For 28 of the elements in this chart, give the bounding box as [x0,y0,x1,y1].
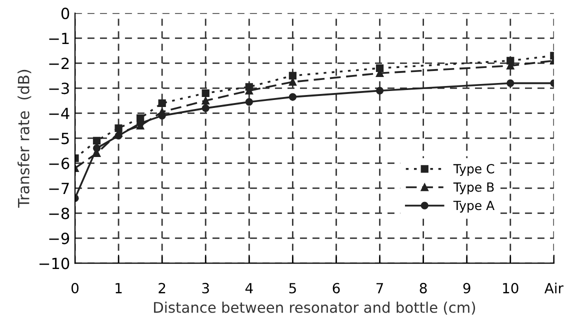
x-tick-label: 10 [503,282,518,294]
y-tick-label: −4 [49,108,70,119]
y-tick-label: −5 [49,132,69,144]
x-tick-label: 6 [332,282,340,294]
y-tick-label: −3 [49,82,69,94]
x-axis-title: Distance between resonator and bottle (cm) [154,302,476,315]
x-tick-label: 7 [376,283,383,294]
x-tick-label: 9 [463,282,470,294]
y-axis-title: Transfer rate (dB) [18,70,32,208]
x-tick-label: 4 [245,283,253,294]
legend-label: Type A [453,200,494,213]
y-tick-label: −8 [49,208,70,220]
x-tick-label: 3 [202,282,209,294]
legend-label: Type B [453,182,494,194]
y-tick-label: −7 [49,182,69,194]
y-tick-label: 0 [61,8,70,20]
x-tick-label: 5 [289,283,296,294]
x-tick-label: 2 [158,282,166,294]
y-tick-label: −6 [49,158,70,170]
x-tick-label: 8 [420,282,427,294]
y-tick-label: −2 [49,58,69,69]
x-tick-label: 1 [116,283,122,294]
y-tick-label: −10 [40,258,70,270]
x-tick-label: Air [544,282,564,294]
x-tick-label: 0 [72,282,79,294]
legend-label: Type C [453,164,494,176]
y-tick-label: −9 [49,232,70,244]
y-tick-label: −1 [49,32,69,44]
